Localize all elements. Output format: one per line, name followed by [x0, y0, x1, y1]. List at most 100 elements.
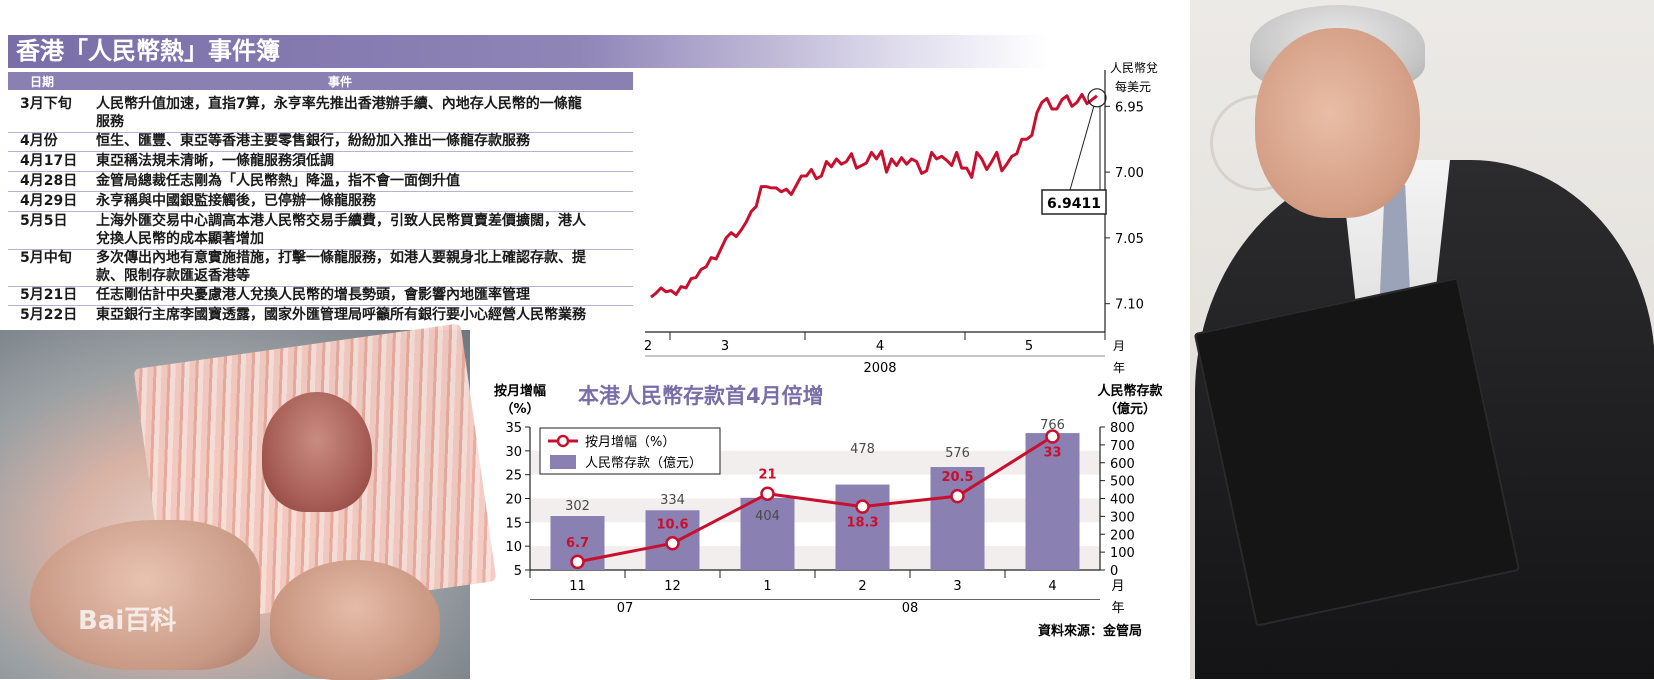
growth-value-label: 20.5 [941, 470, 973, 485]
left-tick-label: 15 [505, 516, 522, 531]
growth-point [855, 499, 870, 514]
table-row: 5月5日 上海外匯交易中心調高本港人民幣交易手續費，引致人民幣買賣差價擴闊，港人兌… [8, 212, 633, 248]
growth-point [760, 486, 775, 501]
deposit-bar [1025, 433, 1080, 570]
row-divider [8, 191, 633, 192]
growth-line [577, 435, 1054, 564]
deposit-bar [835, 484, 890, 570]
y-tick-label: 7.10 [1115, 298, 1144, 313]
table-header: 日期 事件 [8, 72, 633, 90]
table-row: 4月17日 東亞稱法規未清晰，一條龍服務須低調 [8, 152, 633, 170]
x-tick-label: 3 [953, 579, 961, 594]
y-tick-label: 6.95 [1115, 100, 1144, 115]
left-tick-label: 10 [505, 540, 522, 555]
x-unit-label: 月 [1113, 339, 1125, 353]
event-text: 東亞銀行主席李國寶透露，國家外匯管理局呼籲所有銀行要小心經營人民幣業務 [96, 307, 586, 323]
event-date: 5月21日 [20, 287, 78, 303]
event-text: 永亨稱與中國銀監接觸後，已停辦一條龍服務 [96, 193, 376, 209]
y-axis-label: 人民幣兌 [1110, 61, 1158, 75]
x-group-label: 07 [617, 601, 634, 616]
growth-point [950, 488, 965, 504]
callout-circle [1087, 88, 1107, 108]
left-axis-label: （%） [500, 401, 539, 417]
header-date: 日期 [30, 75, 55, 89]
right-tick-label: 0 [1110, 564, 1118, 579]
right-tick-label: 600 [1110, 457, 1135, 472]
row-divider [8, 211, 633, 212]
table-row: 5月22日 東亞銀行主席李國寶透露，國家外匯管理局呼籲所有銀行要小心經營人民幣業務 [8, 306, 633, 324]
right-tick-label: 300 [1110, 510, 1135, 525]
bar-value-label: 766 [1040, 418, 1065, 433]
x-tick-label: 3 [721, 339, 729, 354]
grid-band [530, 498, 1100, 523]
deposit-chart: 本港人民幣存款首4月倍增按月增幅（%）人民幣存款（億元）510152025303… [494, 383, 1164, 639]
event-date: 5月5日 [20, 213, 68, 229]
legend-line-marker [556, 434, 570, 448]
bar-value-label: 302 [565, 499, 590, 514]
x-tick-label: 4 [1048, 579, 1056, 594]
table-row: 4月29日 永亨稱與中國銀監接觸後，已停辦一條龍服務 [8, 192, 633, 210]
x-tick-label: 1 [763, 579, 771, 594]
x-unit-label: 年 [1113, 361, 1125, 375]
bar-value-label: 478 [850, 442, 875, 457]
banknote-portrait [262, 392, 372, 512]
event-date: 4月17日 [20, 153, 78, 169]
event-date: 4月28日 [20, 173, 78, 189]
row-divider [8, 171, 633, 172]
left-axis-label: 按月增幅 [494, 383, 546, 399]
table-row: 4月28日 金管局總裁任志剛為「人民幣熱」降溫，指不會一面倒升值 [8, 172, 633, 190]
growth-value-label: 33 [1043, 446, 1061, 461]
legend-label: 按月增幅（%） [585, 435, 675, 450]
x-group-rule [530, 599, 1100, 600]
event-date: 3月下旬 [20, 96, 72, 112]
event-date: 5月22日 [20, 307, 78, 323]
y-tick-label: 7.00 [1115, 166, 1144, 181]
x-group-label: 2008 [863, 361, 896, 376]
legend-label: 人民幣存款（億元） [585, 455, 702, 471]
callout-leader [1069, 105, 1095, 191]
right-tick-label: 500 [1110, 475, 1135, 490]
chart-title: 本港人民幣存款首4月倍增 [578, 384, 824, 408]
x-unit-label: 年 [1111, 601, 1124, 616]
y-axis-label: 每美元 [1115, 79, 1151, 94]
left-tick-label: 35 [505, 421, 522, 436]
deposit-bar [740, 497, 795, 570]
table-row: 4月份 恒生、匯豐、東亞等香港主要零售銀行，紛紛加入推出一條龍存款服務 [8, 132, 633, 150]
event-text: 上海外匯交易中心調高本港人民幣交易手續費，引致人民幣買賣差價擴闊，港人兌換人民幣… [96, 213, 586, 247]
callout-value: 6.9411 [1047, 196, 1101, 212]
growth-point [570, 554, 585, 570]
x-tick-label: 2 [858, 579, 866, 594]
right-tick-label: 800 [1110, 421, 1135, 436]
page-title: 香港「人民幣熱」事件簿 [16, 37, 280, 65]
growth-value-label: 10.6 [656, 517, 688, 532]
growth-point [1045, 429, 1060, 444]
event-text: 人民幣升值加速，直指7算，永亨率先推出香港辦手續、內地存人民幣的一條龍服務 [96, 96, 582, 130]
growth-point [665, 536, 680, 551]
right-tick-label: 700 [1110, 439, 1135, 454]
right-tick-label: 400 [1110, 493, 1135, 508]
bar-value-label: 334 [660, 493, 685, 508]
x-tick-label: 4 [876, 339, 884, 354]
event-text: 恒生、匯豐、東亞等香港主要零售銀行，紛紛加入推出一條龍存款服務 [96, 133, 530, 149]
growth-value-label: 21 [758, 468, 776, 483]
left-tick-label: 5 [514, 564, 522, 579]
bar-value-label: 576 [945, 446, 970, 461]
growth-value-label: 18.3 [846, 516, 878, 531]
row-divider [8, 305, 633, 306]
event-text: 東亞稱法規未清晰，一條龍服務須低調 [96, 153, 334, 169]
table-row: 3月下旬 人民幣升值加速，直指7算，永亨率先推出香港辦手續、內地存人民幣的一條龍服… [8, 95, 633, 131]
right-tick-label: 200 [1110, 528, 1135, 543]
grid-band [530, 546, 1100, 570]
left-tick-label: 25 [505, 469, 522, 484]
y-tick-label: 7.05 [1115, 232, 1144, 247]
face-image [1255, 28, 1420, 218]
event-date: 4月份 [20, 133, 58, 149]
x-unit-label: 月 [1111, 579, 1124, 594]
title-bar [8, 35, 1048, 68]
event-text: 金管局總裁任志剛為「人民幣熱」降溫，指不會一面倒升值 [96, 173, 460, 189]
event-date: 5月中旬 [20, 250, 72, 266]
baidu-watermark: Bai百科 [78, 606, 177, 636]
left-hand-image [30, 520, 260, 670]
x-tick-label: 11 [569, 579, 586, 594]
